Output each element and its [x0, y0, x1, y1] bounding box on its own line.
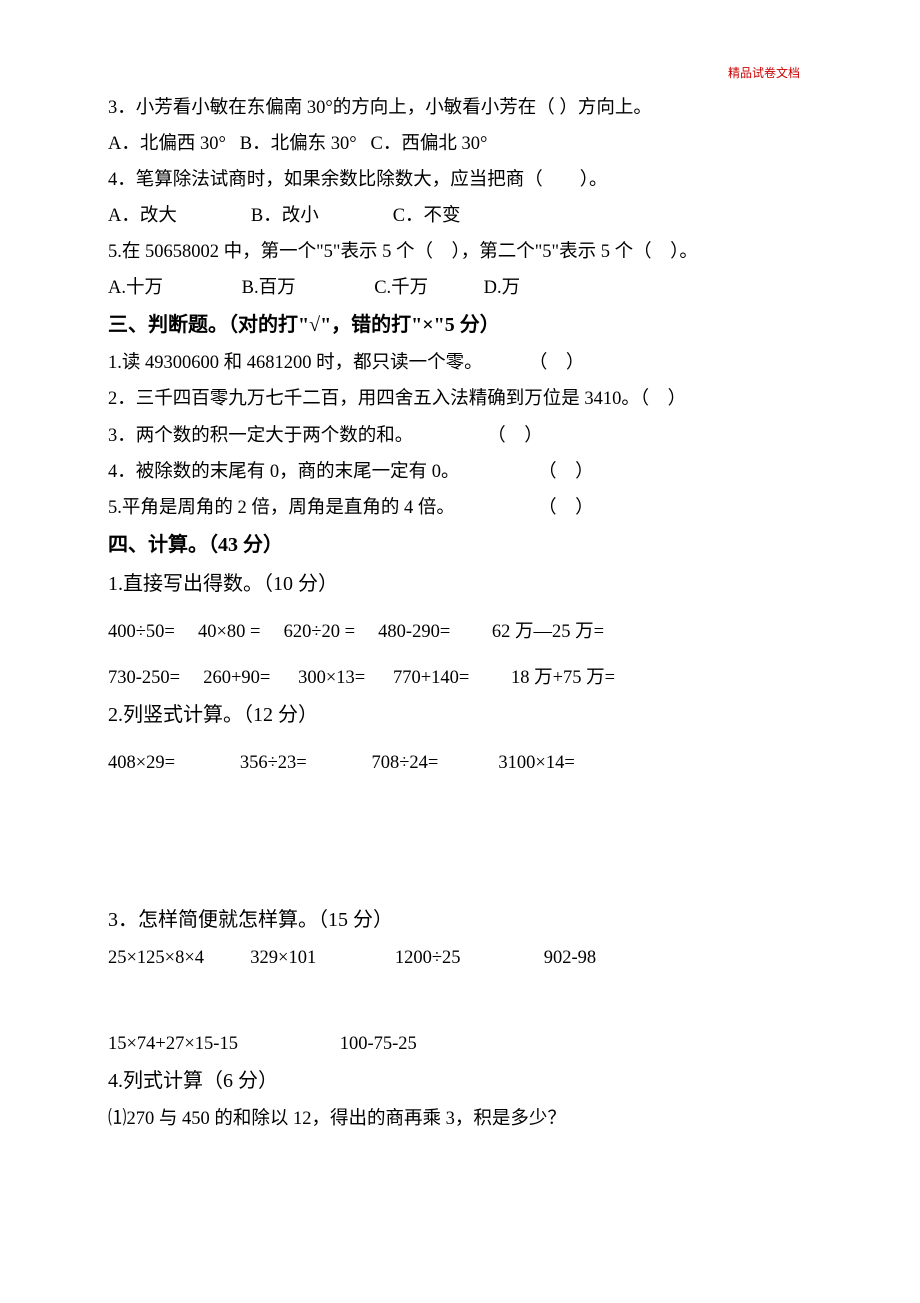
- section4-part1-row2: 730-250= 260+90= 300×13= 770+140= 18 万+7…: [108, 660, 812, 696]
- section3-item-3: 3．两个数的积一定大于两个数的和。 （ ）: [108, 418, 812, 454]
- section4-part2-title: 2.列竖式计算。（12 分）: [108, 696, 812, 735]
- q5-options: A.十万 B.百万 C.千万 D.万: [108, 270, 812, 306]
- section4-part3-row2: 15×74+27×15-15 100-75-25: [108, 1026, 812, 1062]
- section4-part4-title: 4.列式计算（6 分）: [108, 1062, 812, 1101]
- q3-text: 3．小芳看小敏在东偏南 30°的方向上，小敏看小芳在（ ）方向上。: [108, 90, 812, 126]
- section3-item-1: 1.读 49300600 和 4681200 时，都只读一个零。 （ ）: [108, 345, 812, 381]
- section3-heading: 三、判断题。（对的打"√"，错的打"×"5 分）: [108, 306, 812, 345]
- q5-text: 5.在 50658002 中，第一个"5"表示 5 个（ ），第二个"5"表示 …: [108, 234, 812, 270]
- section4-part4-item1: ⑴270 与 450 的和除以 12，得出的商再乘 3，积是多少？: [108, 1101, 812, 1137]
- section4-heading: 四、计算。（43 分）: [108, 526, 812, 565]
- section3-item-2: 2．三千四百零九万七千二百，用四舍五入法精确到万位是 3410。（ ）: [108, 381, 812, 417]
- section4-part1-title: 1.直接写出得数。（10 分）: [108, 565, 812, 604]
- q4-text: 4．笔算除法试商时，如果余数比除数大，应当把商（ ）。: [108, 162, 812, 198]
- section3-item-5: 5.平角是周角的 2 倍，周角是直角的 4 倍。 （ ）: [108, 490, 812, 526]
- section4-part1-row1: 400÷50= 40×80 = 620÷20 = 480-290= 62 万—2…: [108, 614, 812, 650]
- section4-part3-row1: 25×125×8×4 329×101 1200÷25 902-98: [108, 940, 812, 976]
- q3-options: A．北偏西 30° B．北偏东 30° C．西偏北 30°: [108, 126, 812, 162]
- section4-part2-row1: 408×29= 356÷23= 708÷24= 3100×14=: [108, 745, 812, 781]
- section4-part3-title: 3．怎样简便就怎样算。（15 分）: [108, 901, 812, 940]
- document-content: 3．小芳看小敏在东偏南 30°的方向上，小敏看小芳在（ ）方向上。 A．北偏西 …: [108, 90, 812, 1137]
- header-label: 精品试卷文档: [728, 62, 800, 85]
- section3-item-4: 4．被除数的末尾有 0，商的末尾一定有 0。 （ ）: [108, 454, 812, 490]
- q4-options: A．改大 B．改小 C．不变: [108, 198, 812, 234]
